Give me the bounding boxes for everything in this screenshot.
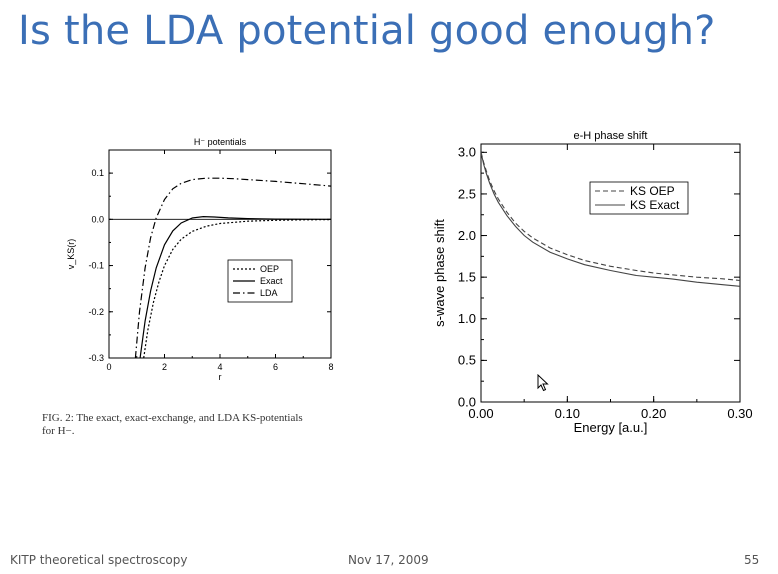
plot-frame: [108, 149, 332, 359]
legend-box: [589, 181, 689, 215]
y-tick-label: 2.0: [458, 228, 476, 243]
y-tick-label: 0.1: [91, 168, 104, 178]
figure-caption: FIG. 2: The exact, exact-exchange, and L…: [42, 412, 392, 438]
mouse-pointer-icon: [537, 374, 549, 392]
y-tick-label: 2.5: [458, 186, 476, 201]
legend-label: KS OEP: [630, 184, 675, 198]
y-tick-label: 0.0: [91, 214, 104, 224]
footer-left: KITP theoretical spectroscopy: [10, 553, 188, 567]
series-line-oep: [143, 219, 331, 358]
footer-center: Nov 17, 2009: [348, 553, 429, 567]
y-tick-label: -0.1: [88, 261, 104, 271]
y-tick-label: 3.0: [458, 145, 476, 160]
series-line-ks-oep: [481, 152, 740, 282]
x-tick-label: 0.10: [555, 406, 580, 421]
y-tick-label: -0.2: [88, 307, 104, 317]
x-tick-label: 2: [162, 362, 167, 372]
caption-line-2: for H−.: [42, 425, 75, 437]
y-tick-label: 0.5: [458, 353, 476, 368]
caption-line-1: FIG. 2: The exact, exact-exchange, and L…: [42, 412, 303, 424]
phase-shift-chart: 0.00 0.10 0.20 0.30 0.0 0.5 1.0 1.5 2.0 2.5 3.0 e-H…: [432, 130, 753, 435]
x-tick-label: 0.00: [468, 406, 493, 421]
legend-label: OEP: [260, 264, 279, 274]
legend-label: LDA: [260, 288, 278, 298]
slide-title: Is the LDA potential good enough?: [18, 8, 716, 54]
y-tick-label: 1.0: [458, 311, 476, 326]
series-line-ks-exact: [481, 152, 740, 287]
x-tick-label: 0: [106, 362, 111, 372]
series-line-exact: [139, 215, 331, 358]
x-tick-label: 0.30: [727, 406, 752, 421]
footer-page-number: 55: [744, 553, 760, 567]
series-line-lda: [134, 177, 331, 358]
x-axis-label: Energy [a.u.]: [574, 420, 648, 435]
chart-title: e-H phase shift: [574, 130, 648, 142]
h-minus-potentials-chart: 0 2 4 6 8 0.1 0.0 -0.1 -0.2 -0.3 H⁻ potentials r v_K…: [66, 137, 334, 382]
x-tick-label: 0.20: [641, 406, 666, 421]
legend-label: Exact: [260, 276, 283, 286]
x-tick-label: 4: [217, 362, 222, 372]
y-axis-label: v_KS(r): [66, 239, 76, 270]
y-tick-label: 1.5: [458, 269, 476, 284]
legend-label: KS Exact: [630, 198, 680, 212]
x-tick-label: 6: [273, 362, 278, 372]
x-axis-label: r: [219, 372, 222, 382]
y-tick-label: -0.3: [88, 353, 104, 363]
chart-title: H⁻ potentials: [194, 137, 247, 147]
y-axis-label: s-wave phase shift: [432, 219, 447, 327]
x-tick-label: 8: [328, 362, 333, 372]
y-tick-label: 0.0: [458, 394, 476, 409]
